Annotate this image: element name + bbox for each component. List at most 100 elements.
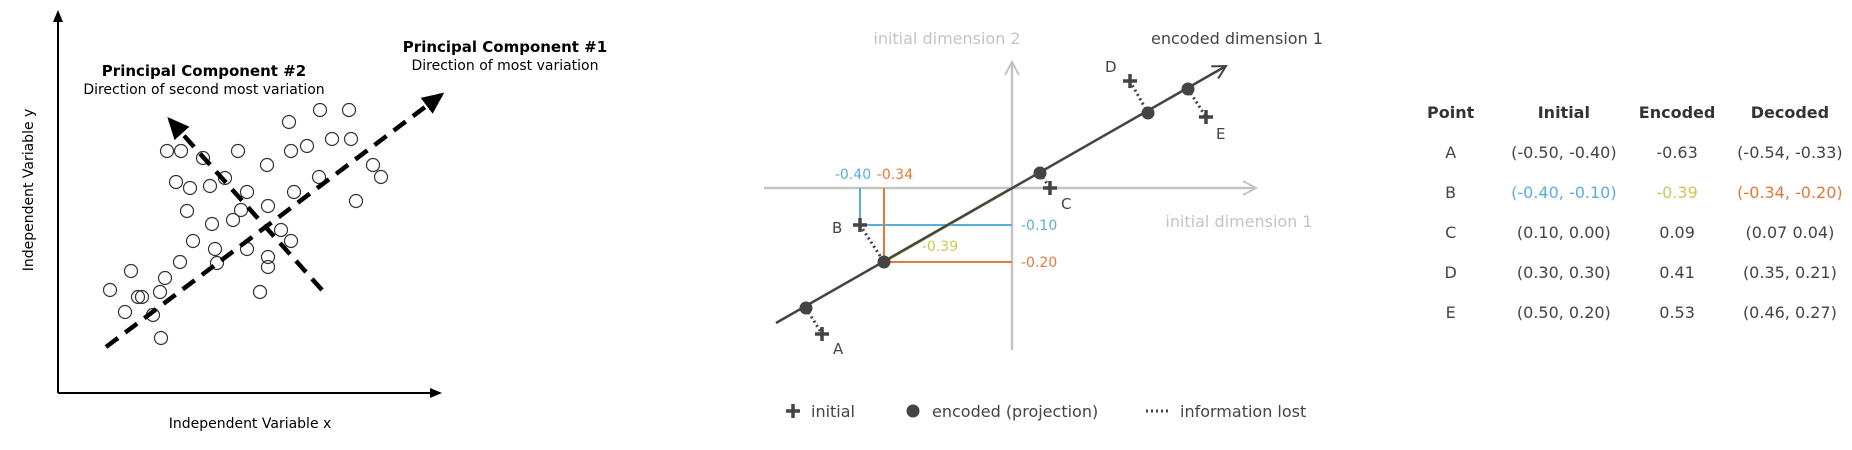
initial-point-a xyxy=(815,327,829,341)
scatter-point xyxy=(168,174,184,190)
legend-encoded-label: encoded (projection) xyxy=(932,402,1098,421)
point-label-d: D xyxy=(1105,58,1117,76)
cell-point: C xyxy=(1445,222,1457,242)
scatter-point xyxy=(202,178,218,194)
cell-encoded: 0.09 xyxy=(1659,222,1695,242)
projection-diagram: A B C D E initial dimension 2 encoded di… xyxy=(740,0,1360,446)
scatter-point xyxy=(273,222,289,238)
lost-line-b xyxy=(858,224,886,263)
scatter-point xyxy=(152,284,168,300)
legend-initial-icon xyxy=(786,404,800,418)
header-decoded: Decoded xyxy=(1750,102,1830,122)
cell-point: A xyxy=(1445,142,1457,162)
scatter-point xyxy=(209,255,225,271)
initial-dimension-1-label: initial dimension 1 xyxy=(1165,212,1312,231)
scatter-point xyxy=(286,184,302,200)
scatter-point xyxy=(233,202,249,218)
scatter-point xyxy=(204,216,220,232)
initial-point-c xyxy=(1043,181,1057,195)
scatter-point xyxy=(312,102,328,118)
scatter-point xyxy=(299,138,315,154)
scatter-point xyxy=(179,203,195,219)
cell-decoded: (0.46, 0.27) xyxy=(1742,302,1837,322)
initial-dimension-2-label: initial dimension 2 xyxy=(873,29,1020,48)
encoded-dimension-1-label: encoded dimension 1 xyxy=(1151,29,1323,48)
scatter-point xyxy=(195,150,211,166)
scatter-point xyxy=(225,212,241,228)
cell-encoded: 0.41 xyxy=(1659,262,1695,282)
encoded-point-c xyxy=(1033,166,1047,180)
scatter-point xyxy=(157,270,173,286)
initial-points xyxy=(815,74,1213,341)
scatter-points xyxy=(102,102,389,346)
pc2-arrow xyxy=(167,117,324,292)
cell-decoded: (0.07 0.04) xyxy=(1745,222,1835,242)
x-axis-label: Independent Variable x xyxy=(169,416,332,432)
table-row: C (0.10, 0.00) 0.09 (0.07 0.04) xyxy=(1400,212,1852,252)
scatter-point xyxy=(217,170,233,186)
legend-encoded-icon xyxy=(906,404,920,418)
initial-point-d xyxy=(1123,74,1137,88)
cell-decoded: (-0.34, -0.20) xyxy=(1737,182,1843,202)
projection-svg: A B C D E initial dimension 2 encoded di… xyxy=(764,29,1323,421)
header-point: Point xyxy=(1427,102,1475,122)
scatter-point xyxy=(259,157,275,173)
cell-encoded: -0.39 xyxy=(1656,182,1698,202)
scatter-point xyxy=(117,304,133,320)
scatter-point xyxy=(260,198,276,214)
cell-decoded: (0.35, 0.21) xyxy=(1742,262,1837,282)
cell-initial: (0.10, 0.00) xyxy=(1516,222,1611,242)
cell-point: D xyxy=(1444,262,1457,282)
scatter-point xyxy=(365,157,381,173)
encoded-dimension-1-axis xyxy=(775,64,1226,325)
point-label-a: A xyxy=(833,340,844,358)
encoded-point-e xyxy=(1181,82,1195,96)
encoded-point-b xyxy=(877,255,891,269)
encoded-point-a xyxy=(799,301,813,315)
table-row: B (-0.40, -0.10) -0.39 (-0.34, -0.20) xyxy=(1400,172,1852,212)
scatter-point xyxy=(134,289,150,305)
scatter-point xyxy=(130,289,146,305)
legend: initial encoded (projection) information… xyxy=(786,402,1306,421)
scatter-point xyxy=(102,282,118,298)
cell-encoded: 0.53 xyxy=(1659,302,1695,322)
scatter-point xyxy=(252,284,268,300)
b-initial-x-value: -0.40 xyxy=(835,167,871,183)
y-axis-label: Independent Variable y xyxy=(21,109,37,272)
pca-svg: Principal Component #1 Direction of most… xyxy=(21,10,607,432)
scatter-point xyxy=(343,131,359,147)
scatter-point xyxy=(260,249,276,265)
scatter-point xyxy=(260,259,276,275)
scatter-point xyxy=(153,330,169,346)
point-label-c: C xyxy=(1061,195,1071,213)
scatter-point xyxy=(311,169,327,185)
points-table-panel: Point Initial Encoded Decoded A (-0.50, … xyxy=(1400,0,1852,446)
b-decoded-y-value: -0.20 xyxy=(1021,255,1057,271)
b-encoded-value: -0.39 xyxy=(922,239,958,255)
encoded-point-d xyxy=(1141,106,1155,120)
scatter-point xyxy=(348,193,364,209)
scatter-point xyxy=(281,114,297,130)
table-header-row: Point Initial Encoded Decoded xyxy=(1400,92,1852,132)
pc1-arrow xyxy=(104,92,445,349)
scatter-point xyxy=(159,143,175,159)
header-encoded: Encoded xyxy=(1638,102,1716,122)
pc1-description: Direction of most variation xyxy=(412,58,599,74)
scatter-point xyxy=(182,180,198,196)
scatter-point xyxy=(185,233,201,249)
table-row: E (0.50, 0.20) 0.53 (0.46, 0.27) xyxy=(1400,292,1852,332)
scatter-point xyxy=(341,102,357,118)
point-labels: A B C D E xyxy=(832,58,1225,358)
initial-point-e xyxy=(1199,110,1213,124)
header-initial: Initial xyxy=(1537,102,1590,122)
scatter-point xyxy=(324,131,340,147)
cell-initial: (0.30, 0.30) xyxy=(1516,262,1611,282)
scatter-point xyxy=(207,241,223,257)
cell-encoded: -0.63 xyxy=(1656,142,1698,162)
b-decoded-x-value: -0.34 xyxy=(877,167,913,183)
point-label-e: E xyxy=(1216,125,1225,143)
scatter-point xyxy=(123,263,139,279)
cell-initial: (0.50, 0.20) xyxy=(1516,302,1611,322)
scatter-point xyxy=(239,184,255,200)
cell-decoded: (-0.54, -0.33) xyxy=(1737,142,1843,162)
